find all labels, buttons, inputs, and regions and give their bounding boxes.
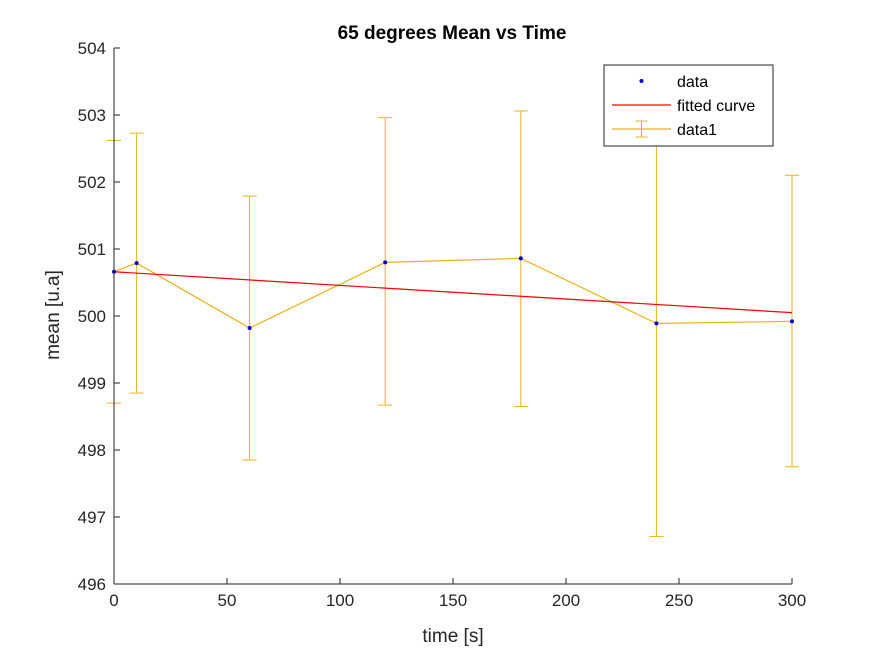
data-point — [134, 261, 139, 266]
legend-label: data — [677, 74, 708, 91]
y-tick-label: 504 — [78, 39, 106, 58]
y-tick-label: 499 — [78, 374, 106, 393]
y-axis-label: mean [u.a] — [43, 270, 64, 360]
y-axis: 496 497 498 499 500 501 502 503 504 — [78, 39, 120, 594]
x-tick-label: 150 — [439, 591, 467, 610]
y-tick-label: 496 — [78, 575, 106, 594]
legend-data-marker — [639, 79, 644, 83]
x-tick-label: 0 — [109, 591, 118, 610]
fitted-curve-line — [113, 271, 793, 314]
x-tick-label: 200 — [552, 591, 580, 610]
x-tick-label: 300 — [778, 591, 806, 610]
legend-label: fitted curve — [677, 98, 755, 115]
y-tick-label: 500 — [78, 307, 106, 326]
y-tick-label: 498 — [78, 441, 106, 460]
x-axis: 0 50 100 150 200 250 300 — [109, 578, 806, 610]
data-point — [383, 260, 388, 265]
legend-label: data1 — [677, 122, 717, 139]
data-point — [518, 256, 523, 261]
x-tick-label: 50 — [218, 591, 237, 610]
data-point — [247, 326, 252, 331]
y-tick-label: 497 — [78, 508, 106, 527]
x-axis-label: time [s] — [422, 626, 483, 647]
x-tick-label: 100 — [326, 591, 354, 610]
legend: data fitted curve data1 — [603, 64, 774, 147]
y-tick-label: 502 — [78, 173, 106, 192]
x-tick-label: 250 — [665, 591, 693, 610]
y-tick-label: 501 — [78, 240, 106, 259]
data-point — [654, 321, 659, 326]
chart-title: 65 degrees Mean vs Time — [338, 23, 567, 44]
data-point — [790, 319, 794, 324]
plot-area — [107, 110, 799, 537]
y-tick-label: 503 — [78, 106, 106, 125]
